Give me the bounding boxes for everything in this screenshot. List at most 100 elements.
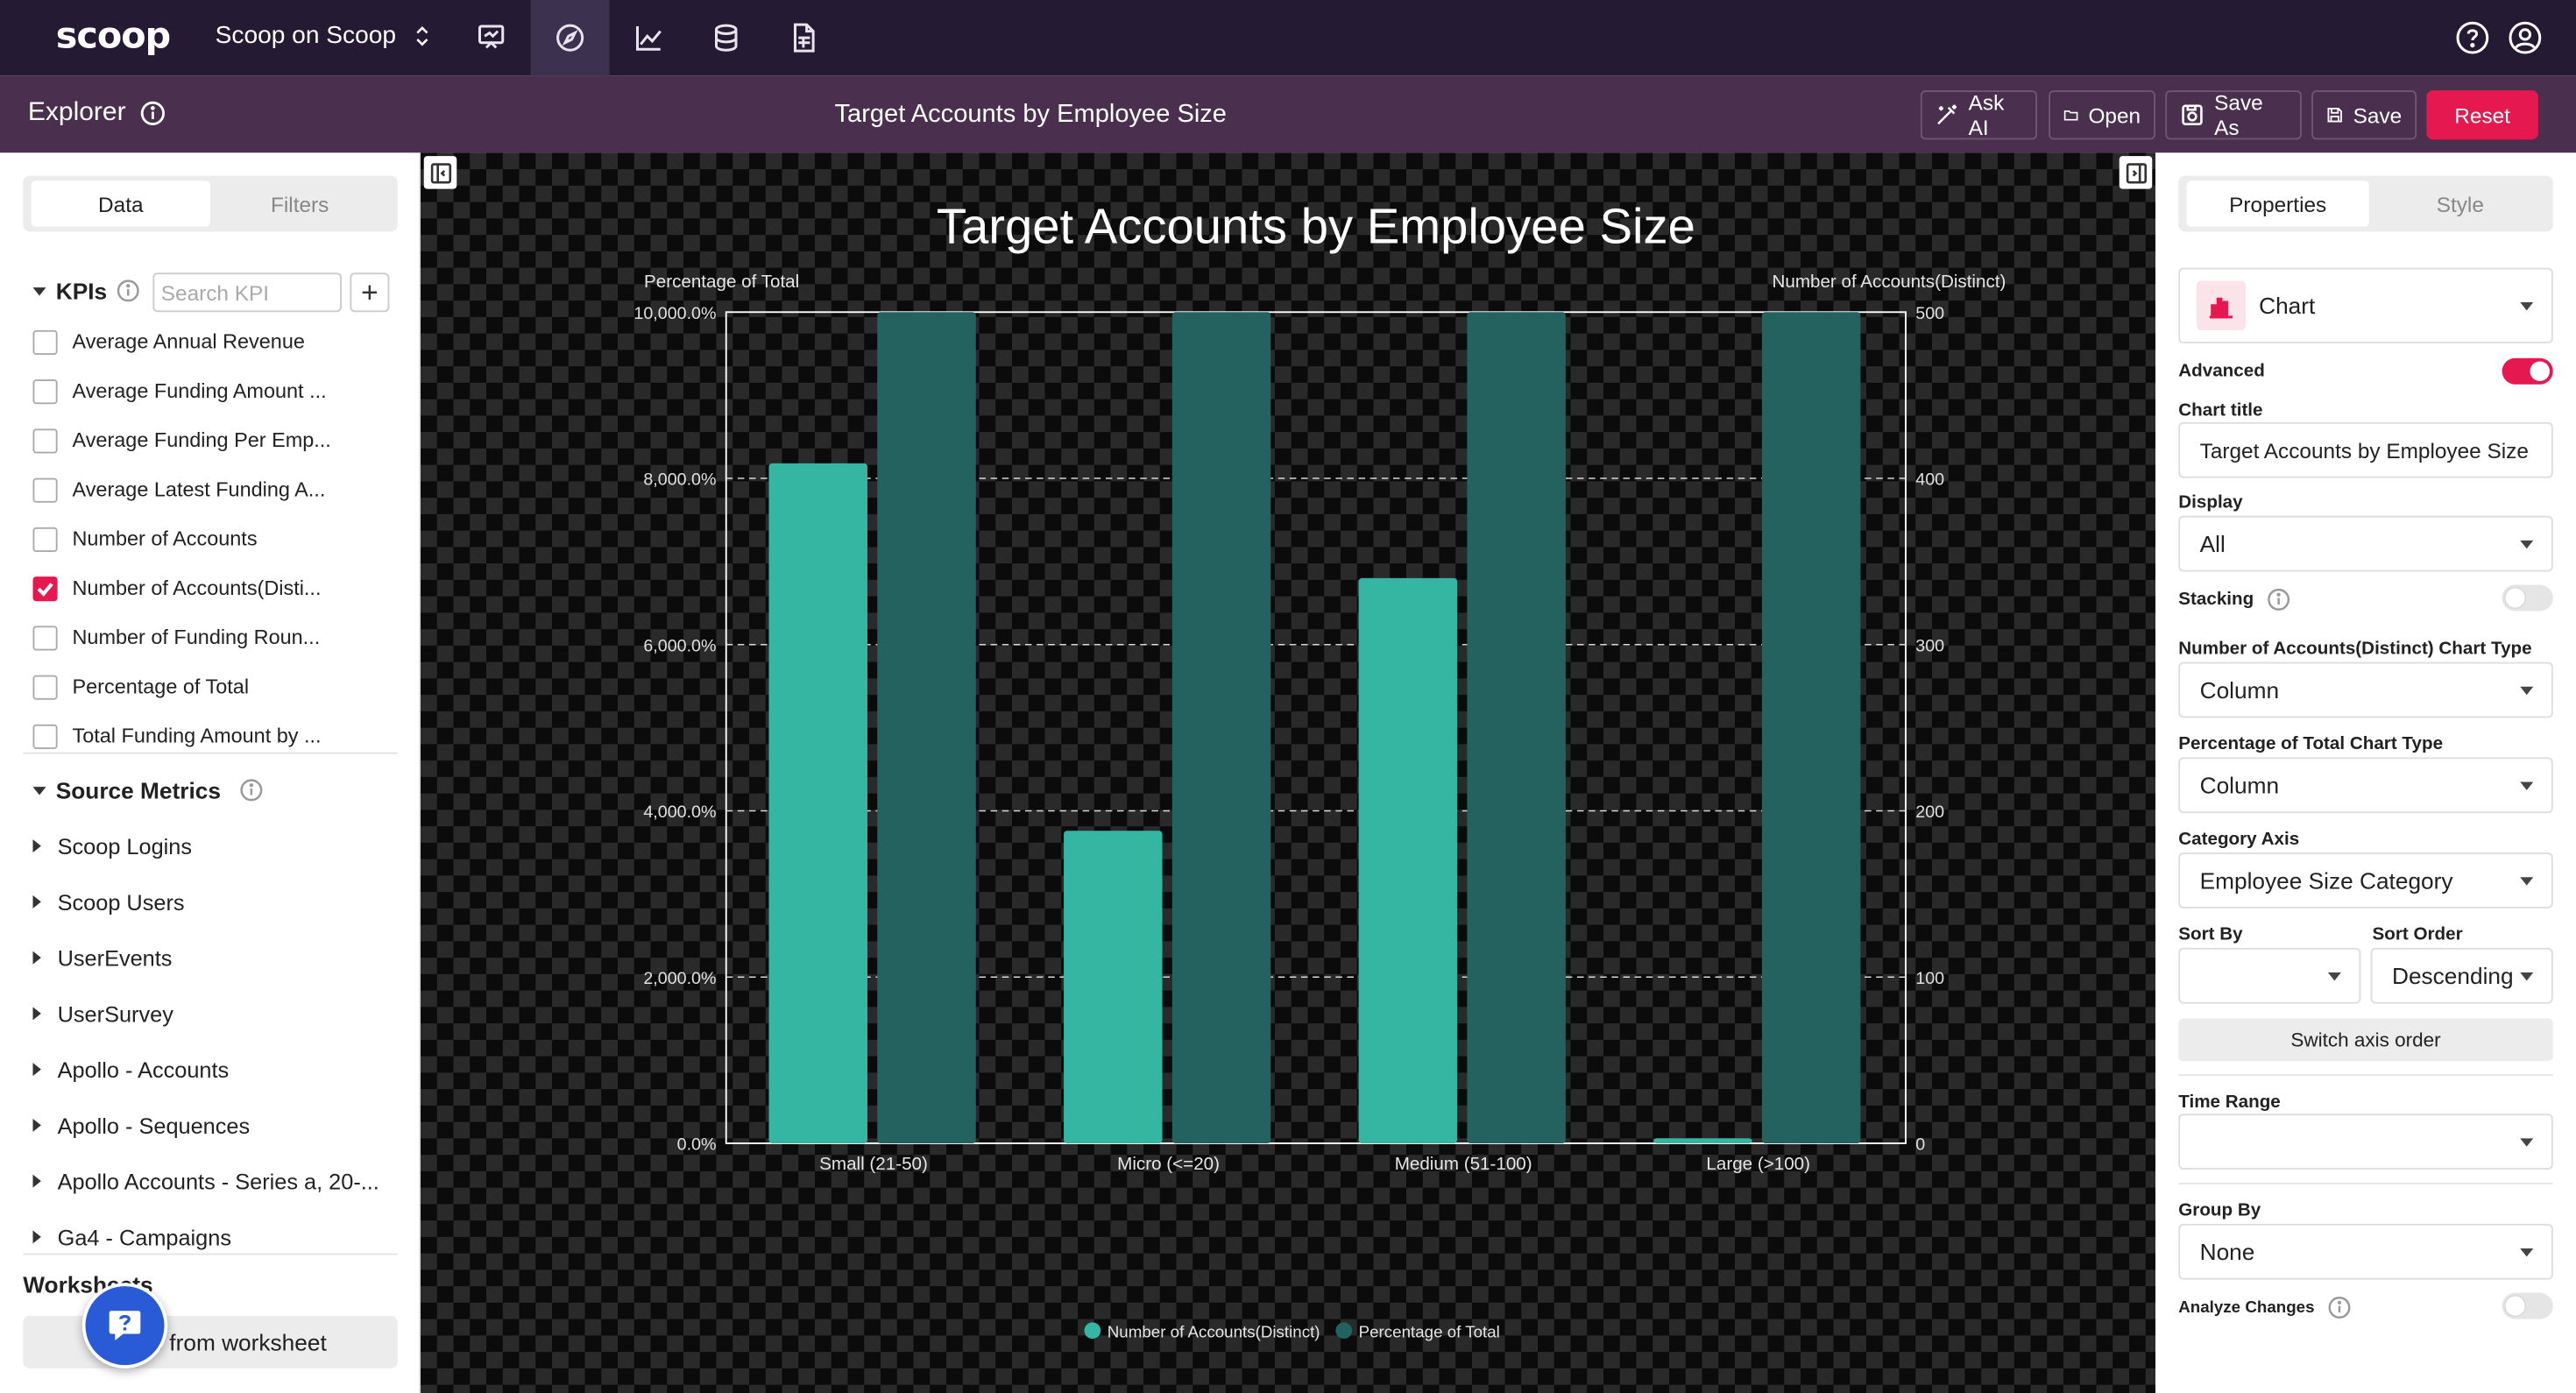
series2-chart-type-select[interactable]: Column bbox=[2178, 757, 2553, 814]
workspace-name: Scoop on Scoop bbox=[215, 21, 397, 50]
open-button[interactable]: Open bbox=[2049, 90, 2155, 140]
category-tick-label: Micro (<=20) bbox=[1117, 1154, 1220, 1174]
tab-data[interactable]: Data bbox=[31, 180, 210, 227]
kpi-checkbox[interactable] bbox=[32, 428, 58, 453]
account-icon[interactable] bbox=[2507, 20, 2543, 56]
kpi-search-input[interactable] bbox=[152, 272, 342, 313]
kpis-label: KPIs bbox=[55, 277, 108, 304]
analyze-changes-toggle[interactable] bbox=[2502, 1292, 2553, 1319]
kpi-item[interactable]: Total Funding Amount by ... bbox=[32, 719, 322, 753]
report-icon[interactable] bbox=[764, 0, 843, 75]
kpi-checkbox[interactable] bbox=[32, 378, 58, 404]
kpi-checkbox[interactable] bbox=[32, 576, 58, 601]
chart-line-icon[interactable] bbox=[610, 0, 689, 75]
divider bbox=[23, 1253, 398, 1255]
check-icon bbox=[37, 582, 53, 596]
chart-title-label: Chart title bbox=[2178, 400, 2263, 421]
category-tick-label: Small (21-50) bbox=[819, 1154, 928, 1174]
save-as-button[interactable]: Save As bbox=[2165, 90, 2302, 140]
info-icon[interactable] bbox=[240, 779, 264, 802]
source-metric-item[interactable]: Apollo - Accounts bbox=[32, 1053, 229, 1086]
kpi-item[interactable]: Average Funding Amount ... bbox=[32, 375, 327, 408]
display-select[interactable]: All bbox=[2178, 515, 2553, 572]
time-range-select[interactable] bbox=[2178, 1114, 2553, 1170]
kpi-item[interactable]: Average Latest Funding A... bbox=[32, 473, 325, 506]
save-button[interactable]: Save bbox=[2311, 90, 2417, 140]
tab-properties[interactable]: Properties bbox=[2186, 180, 2369, 227]
scoop-logo[interactable]: scoop bbox=[55, 16, 171, 58]
kpis-header[interactable]: KPIs bbox=[32, 277, 140, 304]
source-metric-item[interactable]: Ga4 - Campaigns bbox=[32, 1220, 231, 1254]
collapse-right-panel-button[interactable] bbox=[2119, 156, 2153, 189]
help-icon[interactable] bbox=[2454, 20, 2490, 56]
right-tick-label: 200 bbox=[1915, 803, 1944, 822]
reset-button[interactable]: Reset bbox=[2426, 90, 2538, 140]
source-metric-item[interactable]: Apollo Accounts - Series a, 20-... bbox=[32, 1164, 379, 1198]
kpi-item[interactable]: Average Funding Per Emp... bbox=[32, 424, 331, 457]
workspace-switcher[interactable]: Scoop on Scoop bbox=[216, 21, 433, 49]
caret-down-icon bbox=[2520, 877, 2534, 886]
sort-by-select[interactable] bbox=[2178, 947, 2361, 1004]
add-kpi-button[interactable]: + bbox=[350, 272, 390, 313]
bar-percentage bbox=[1171, 312, 1271, 1143]
category-axis-select[interactable]: Employee Size Category bbox=[2178, 852, 2553, 909]
divider bbox=[2178, 1074, 2553, 1077]
database-icon[interactable] bbox=[687, 0, 766, 75]
sort-order-select[interactable]: Descending bbox=[2370, 947, 2553, 1004]
analyze-changes-label: Analyze Changes bbox=[2178, 1298, 2315, 1317]
category-tick-label: Medium (51-100) bbox=[1395, 1154, 1532, 1174]
source-metric-item[interactable]: UserEvents bbox=[32, 941, 172, 974]
stacking-toggle[interactable] bbox=[2502, 584, 2553, 612]
collapse-left-panel-button[interactable] bbox=[423, 156, 457, 189]
chart-title-input[interactable]: Target Accounts by Employee Size bbox=[2178, 421, 2553, 478]
source-metric-item[interactable]: Apollo - Sequences bbox=[32, 1109, 250, 1142]
explorer-label: Explorer bbox=[28, 99, 166, 129]
source-metric-label: Apollo Accounts - Series a, 20-... bbox=[57, 1169, 379, 1194]
kpi-item[interactable]: Average Annual Revenue bbox=[32, 325, 305, 358]
kpi-item[interactable]: Percentage of Total bbox=[32, 670, 249, 704]
info-icon[interactable] bbox=[2328, 1296, 2351, 1319]
chart-canvas: Target Accounts by Employee Size Percenta… bbox=[421, 152, 2155, 1393]
series2-chart-type-value: Column bbox=[2199, 772, 2280, 799]
folder-icon bbox=[2063, 110, 2078, 121]
kpi-checkbox[interactable] bbox=[32, 625, 58, 650]
caret-down-icon bbox=[2520, 1138, 2534, 1147]
group-by-select[interactable]: None bbox=[2178, 1223, 2553, 1280]
tab-filters[interactable]: Filters bbox=[270, 191, 329, 216]
kpi-label: Number of Accounts(Disti... bbox=[72, 576, 322, 600]
chat-support-button[interactable] bbox=[81, 1283, 168, 1368]
kpi-checkbox[interactable] bbox=[32, 477, 58, 502]
tab-style[interactable]: Style bbox=[2436, 191, 2484, 216]
legend-label: Percentage of Total bbox=[1359, 1322, 1500, 1340]
category-tick-label: Large (>100) bbox=[1706, 1154, 1810, 1174]
legend-label: Number of Accounts(Distinct) bbox=[1108, 1322, 1320, 1340]
ask-ai-button[interactable]: Ask AI bbox=[1920, 90, 2037, 140]
add-from-worksheet-button[interactable]: Create from worksheet bbox=[23, 1315, 398, 1368]
kpi-item[interactable]: Number of Funding Roun... bbox=[32, 621, 320, 654]
kpi-item[interactable]: Number of Accounts(Disti... bbox=[32, 572, 322, 605]
presentation-nav-icon[interactable] bbox=[452, 0, 531, 75]
kpi-checkbox[interactable] bbox=[32, 526, 58, 552]
toggle-knob bbox=[2530, 361, 2550, 381]
chart-type-select[interactable]: Chart bbox=[2178, 267, 2553, 343]
switch-axis-order-button[interactable]: Switch axis order bbox=[2178, 1018, 2553, 1062]
kpi-checkbox[interactable] bbox=[32, 723, 58, 749]
top-bar: scoop Scoop on Scoop bbox=[0, 0, 2576, 76]
advanced-toggle[interactable] bbox=[2502, 357, 2553, 385]
chat-icon bbox=[109, 1311, 141, 1340]
source-metric-item[interactable]: Scoop Users bbox=[32, 886, 185, 919]
kpi-item[interactable]: Number of Accounts bbox=[32, 522, 258, 555]
info-icon[interactable] bbox=[117, 279, 139, 302]
caret-down-icon bbox=[2520, 302, 2534, 311]
info-icon[interactable] bbox=[139, 100, 166, 126]
series1-chart-type-select[interactable]: Column bbox=[2178, 661, 2553, 718]
source-metric-item[interactable]: Scoop Logins bbox=[32, 830, 192, 863]
source-metric-item[interactable]: UserSurvey bbox=[32, 997, 173, 1030]
bar-accounts bbox=[1358, 577, 1458, 1143]
category-axis-value: Employee Size Category bbox=[2199, 867, 2453, 894]
info-icon[interactable] bbox=[2267, 588, 2289, 611]
source-metrics-header[interactable]: Source Metrics bbox=[32, 777, 264, 803]
kpi-checkbox[interactable] bbox=[32, 674, 58, 699]
kpi-checkbox[interactable] bbox=[32, 329, 58, 355]
explorer-compass-icon[interactable] bbox=[530, 0, 610, 76]
